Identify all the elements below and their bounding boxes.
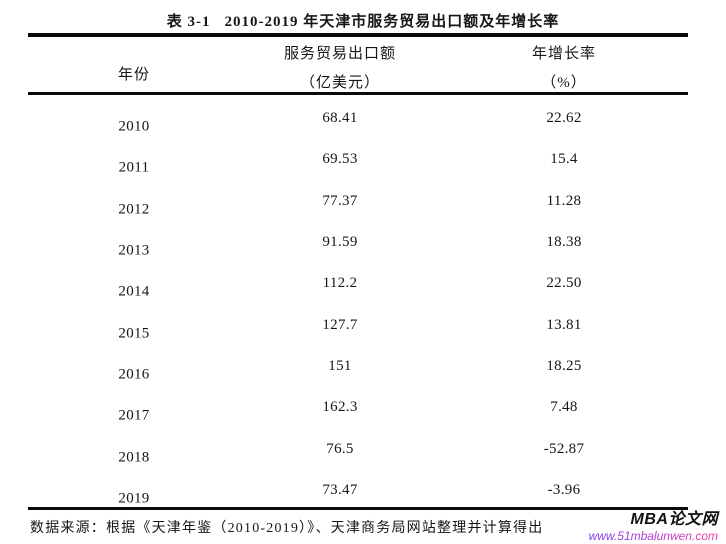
export-cell: 69.53 bbox=[322, 151, 358, 168]
data-source-note: 数据来源：根据《天津年鉴（2010-2019）》、天津商务局网站整理并计算得出 bbox=[30, 521, 544, 536]
table-row: 2015 127.7 13.81 bbox=[28, 307, 688, 344]
year-cell: 2014 bbox=[118, 283, 150, 300]
growth-cell: 18.38 bbox=[546, 234, 582, 250]
export-cell: 68.41 bbox=[322, 110, 358, 126]
table-row: 2019 73.47 -3.96 bbox=[28, 472, 688, 509]
export-cell: 127.7 bbox=[322, 316, 358, 333]
site-watermark: MBA论文网 www.51mbalunwen.com bbox=[588, 511, 718, 543]
year-cell: 2011 bbox=[118, 159, 150, 176]
table-row: 2018 76.5 -52.87 bbox=[28, 431, 688, 468]
growth-cell: -52.87 bbox=[543, 440, 585, 457]
growth-cell: -3.96 bbox=[547, 482, 581, 498]
table-row: 2016 151 18.25 bbox=[28, 348, 688, 385]
growth-cell: 11.28 bbox=[546, 192, 582, 209]
growth-cell: 22.62 bbox=[546, 110, 582, 126]
export-cell: 76.5 bbox=[326, 440, 354, 457]
column-header-export-unit: （亿美元） bbox=[299, 75, 380, 91]
table-title: 2010-2019 年天津市服务贸易出口额及年增长率 bbox=[224, 14, 560, 30]
export-cell: 73.47 bbox=[322, 482, 358, 498]
table-row: 2011 69.53 15.4 bbox=[28, 141, 688, 178]
table-row: 2012 77.37 11.28 bbox=[28, 183, 688, 220]
table-top-rule bbox=[28, 33, 688, 37]
year-cell: 2012 bbox=[118, 201, 150, 218]
export-cell: 162.3 bbox=[322, 399, 358, 416]
year-cell: 2019 bbox=[118, 490, 150, 507]
column-header-export: 服务贸易出口额 bbox=[283, 46, 396, 62]
growth-cell: 15.4 bbox=[550, 151, 578, 168]
growth-cell: 18.25 bbox=[546, 358, 582, 374]
column-header-growth-unit: （%） bbox=[541, 75, 587, 91]
year-cell: 2017 bbox=[118, 407, 150, 424]
table-row: 2010 68.41 22.62 bbox=[28, 100, 688, 137]
growth-cell: 22.50 bbox=[546, 275, 582, 292]
growth-cell: 7.48 bbox=[550, 399, 578, 416]
year-cell: 2018 bbox=[118, 449, 150, 466]
column-header-year: 年份 bbox=[117, 67, 150, 83]
year-cell: 2010 bbox=[118, 118, 150, 135]
year-cell: 2015 bbox=[118, 325, 150, 342]
year-cell: 2016 bbox=[118, 366, 150, 383]
table-body: 2010 68.41 22.62 2011 69.53 15.4 2012 77… bbox=[28, 100, 688, 510]
watermark-site-url: www.51mbalunwen.com bbox=[588, 528, 718, 543]
table-row: 2017 162.3 7.48 bbox=[28, 389, 688, 426]
table-number: 表 3-1 bbox=[166, 14, 211, 30]
year-cell: 2013 bbox=[118, 242, 150, 259]
table-row: 2014 112.2 22.50 bbox=[28, 265, 688, 302]
export-cell: 77.37 bbox=[322, 192, 358, 209]
table-bottom-rule bbox=[28, 507, 688, 510]
export-cell: 112.2 bbox=[322, 275, 358, 292]
column-header-growth: 年增长率 bbox=[531, 46, 596, 62]
export-cell: 151 bbox=[328, 358, 352, 374]
export-cell: 91.59 bbox=[322, 234, 358, 250]
table-caption: 表 3-1 2010-2019 年天津市服务贸易出口额及年增长率 bbox=[0, 10, 726, 31]
table-row: 2013 91.59 18.38 bbox=[28, 224, 688, 261]
growth-cell: 13.81 bbox=[546, 316, 582, 333]
table-header-rule bbox=[28, 92, 688, 95]
watermark-site-name: MBA论文网 bbox=[630, 511, 718, 528]
